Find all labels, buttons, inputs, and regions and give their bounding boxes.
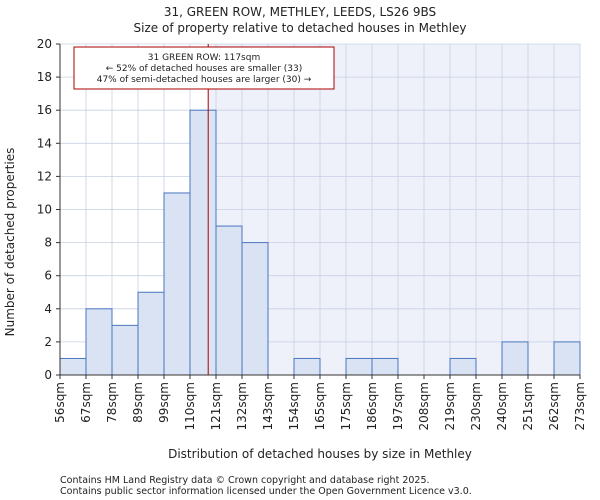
y-tick-label: 0 <box>44 368 52 382</box>
y-tick-label: 14 <box>37 136 52 150</box>
y-tick-label: 10 <box>37 203 52 217</box>
bar-121sqm <box>215 225 243 376</box>
x-tick-label-154sqm: 154sqm <box>287 382 301 430</box>
chart-title-line2: Size of property relative to detached ho… <box>134 21 467 35</box>
x-tick-label-273sqm: 273sqm <box>573 382 587 430</box>
footer-line2: Contains public sector information licen… <box>60 486 472 497</box>
chart-title-line1: 31, GREEN ROW, METHLEY, LEEDS, LS26 9BS <box>164 5 436 19</box>
x-axis-label: Distribution of detached houses by size … <box>168 447 472 461</box>
x-tick-label-67sqm: 67sqm <box>79 382 93 423</box>
x-tick-label-56sqm: 56sqm <box>53 382 67 423</box>
x-tick-labels: 56sqm 67sqm 78sqm 89sqm 99sqm 110sqm 121sqm 132… <box>53 375 587 430</box>
bar-78sqm <box>111 324 139 376</box>
bar-67sqm <box>85 308 113 376</box>
y-tick-label: 20 <box>37 37 52 51</box>
annotation-line2: ← 52% of detached houses are smaller (33… <box>106 64 303 74</box>
bar-262sqm <box>553 341 581 376</box>
bar-89sqm <box>137 291 165 376</box>
x-tick-label-99sqm: 99sqm <box>157 382 171 423</box>
x-tick-label-143sqm: 143sqm <box>261 382 275 430</box>
bar-132sqm <box>241 242 269 376</box>
annotation-box: 31 GREEN ROW: 117sqm ← 52% of detached h… <box>73 46 335 90</box>
y-tick-label: 8 <box>44 236 52 250</box>
bar-175sqm <box>345 357 373 376</box>
y-tick-labels: 0 2 4 6 8 10 12 14 16 18 20 <box>37 37 60 382</box>
x-tick-label-165sqm: 165sqm <box>313 382 327 430</box>
annotation-line1: 31 GREEN ROW: 117sqm <box>148 53 260 63</box>
x-tick-label-251sqm: 251sqm <box>521 382 535 430</box>
bar-219sqm <box>449 357 477 376</box>
annotation-line3: 47% of semi-detached houses are larger (… <box>97 75 312 85</box>
x-tick-label-89sqm: 89sqm <box>131 382 145 423</box>
x-tick-label-197sqm: 197sqm <box>391 382 405 430</box>
x-tick-label-121sqm: 121sqm <box>209 382 223 430</box>
x-tick-label-132sqm: 132sqm <box>235 382 249 430</box>
x-tick-label-78sqm: 78sqm <box>105 382 119 423</box>
y-tick-label: 18 <box>37 70 52 84</box>
y-axis-label: Number of detached properties <box>3 148 17 337</box>
x-tick-label-110sqm: 110sqm <box>183 382 197 430</box>
bar-154sqm <box>293 357 321 376</box>
x-tick-label-219sqm: 219sqm <box>443 382 457 430</box>
y-tick-label: 6 <box>44 269 52 283</box>
footer-line1: Contains HM Land Registry data © Crown c… <box>60 475 430 486</box>
bars <box>59 109 581 376</box>
bar-186sqm <box>371 357 399 376</box>
bar-240sqm <box>501 341 529 376</box>
y-tick-label: 16 <box>37 103 52 117</box>
y-tick-label: 2 <box>44 335 52 349</box>
bar-56sqm <box>59 357 87 376</box>
x-tick-label-230sqm: 230sqm <box>469 382 483 430</box>
x-tick-label-262sqm: 262sqm <box>547 382 561 430</box>
x-tick-label-208sqm: 208sqm <box>417 382 431 430</box>
x-tick-label-240sqm: 240sqm <box>495 382 509 430</box>
bar-99sqm <box>163 192 191 376</box>
annotation-frame <box>73 46 335 90</box>
y-tick-label: 4 <box>44 302 52 316</box>
y-tick-label: 12 <box>37 169 52 183</box>
bar-110sqm <box>189 109 217 376</box>
x-tick-label-186sqm: 186sqm <box>365 382 379 430</box>
x-tick-label-175sqm: 175sqm <box>339 382 353 430</box>
